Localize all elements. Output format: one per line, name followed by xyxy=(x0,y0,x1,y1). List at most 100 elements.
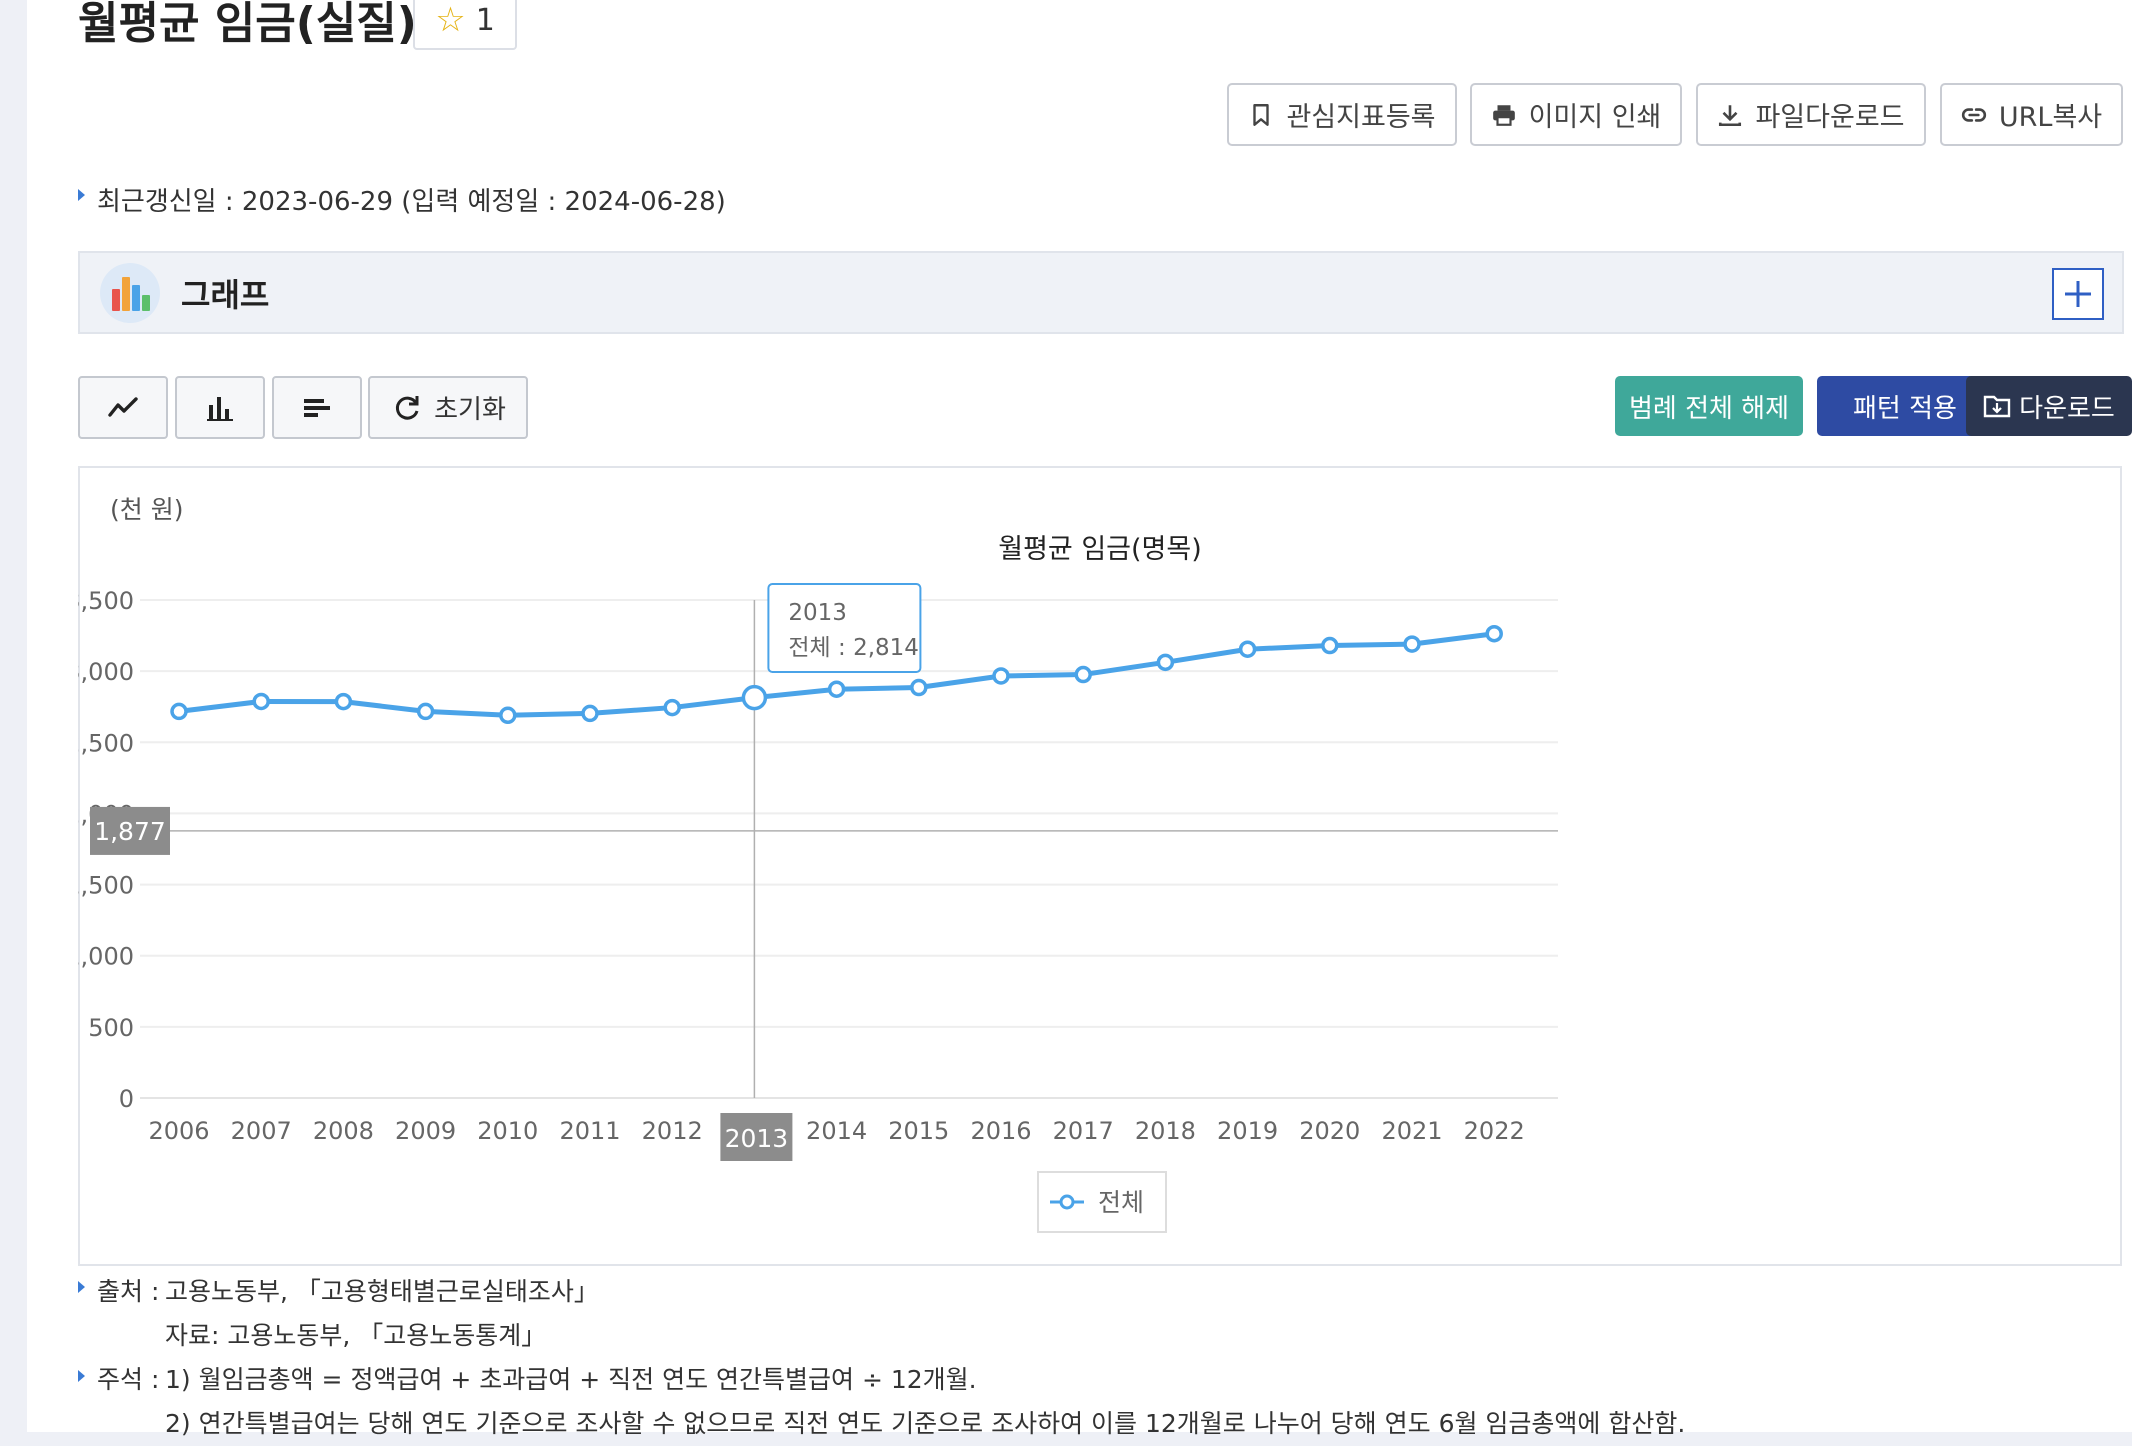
print-image-button[interactable]: 이미지 인쇄 xyxy=(1470,83,1682,146)
x-tick-label: 2009 xyxy=(395,1117,456,1145)
bullet-icon xyxy=(78,1370,85,1382)
y-tick-label: 2,500 xyxy=(78,729,134,757)
data-point xyxy=(1074,665,1092,684)
data-point xyxy=(1403,635,1421,653)
data-point xyxy=(1156,653,1175,672)
bookmark-icon xyxy=(1253,103,1270,126)
data-point xyxy=(416,702,435,721)
bar-chart-button[interactable] xyxy=(175,376,265,439)
data-point xyxy=(1485,624,1503,643)
x-tick-label: 2014 xyxy=(806,1117,867,1145)
highlight-x-label: 2013 xyxy=(725,1124,789,1153)
remark-line-1: 1) 월임금총액 = 정액급여 + 초과급여 + 직전 연도 연간특별급여 ÷ … xyxy=(165,1365,977,1394)
reset-button[interactable]: 초기화 xyxy=(368,376,528,439)
copy-url-label: URL복사 xyxy=(1998,102,2103,133)
highlight-x-box xyxy=(720,1113,793,1161)
register-indicator-button[interactable]: 관심지표등록 xyxy=(1227,83,1457,146)
left-sidebar-strip xyxy=(0,0,27,1446)
horizontal-bar-icon xyxy=(304,398,330,417)
file-download-label: 파일다운로드 xyxy=(1755,102,1905,133)
y-tick-label: 0 xyxy=(119,1085,134,1113)
download-icon xyxy=(1719,104,1742,126)
section-title: 그래프 xyxy=(181,276,270,314)
line-chart: (천 원) 월평균 임금(명목) 05001,0001,5002,0002,50… xyxy=(78,495,1558,1233)
refresh-icon xyxy=(396,395,419,420)
remark-line-2: 2) 연간특별급여는 당해 연도 기준으로 조사할 수 없으므로 직전 연도 기… xyxy=(165,1409,1686,1438)
plus-icon xyxy=(2065,281,2091,307)
y-tick-label: 500 xyxy=(88,1014,134,1042)
apply-pattern-label: 패턴 적용 xyxy=(1853,393,1957,424)
print-image-label: 이미지 인쇄 xyxy=(1528,102,1662,133)
x-tick-label: 2012 xyxy=(642,1117,703,1145)
source-line-1: 고용노동부, 「고용형태별근로실태조사」 xyxy=(165,1277,599,1306)
star-icon: ☆ xyxy=(435,0,466,40)
x-tick-label: 2018 xyxy=(1135,1117,1196,1145)
apply-pattern-button[interactable]: 패턴 적용 xyxy=(1817,376,1993,436)
data-point xyxy=(499,706,517,725)
printer-icon xyxy=(1492,104,1515,126)
data-point xyxy=(827,680,846,698)
x-tick-label: 2015 xyxy=(888,1117,949,1145)
update-date-text: 최근갱신일 : 2023-06-29 (입력 예정일 : 2024-06-28) xyxy=(97,187,726,217)
x-tick-label: 2016 xyxy=(970,1117,1031,1145)
page-title: 월평균 임금(실질) xyxy=(78,0,417,49)
horizontal-bar-button[interactable] xyxy=(272,376,362,439)
legend-point-swatch xyxy=(1059,1194,1075,1210)
x-tick-label: 2022 xyxy=(1464,1117,1525,1145)
reset-label: 초기화 xyxy=(434,395,506,425)
bullet-icon xyxy=(78,1281,85,1293)
favorite-button[interactable]: ☆ 1 xyxy=(413,0,517,50)
y-tick-label: 3,500 xyxy=(78,587,134,615)
chart-download-button[interactable]: 다운로드 xyxy=(1966,376,2132,436)
source-line-2: 자료: 고용노동부, 「고용노동통계」 xyxy=(165,1321,547,1350)
file-download-button[interactable]: 파일다운로드 xyxy=(1696,83,1926,146)
x-tick-label: 2017 xyxy=(1053,1117,1114,1145)
expand-section-button[interactable] xyxy=(2052,268,2104,320)
legend-off-label: 범례 전체 해제 xyxy=(1628,393,1790,424)
x-tick-label: 2007 xyxy=(231,1117,292,1145)
graph-section-header: 그래프 xyxy=(78,251,2124,334)
x-tick-label: 2008 xyxy=(313,1117,374,1145)
tooltip-value: 전체 : 2,814 xyxy=(788,635,919,661)
y-tick-label: 3,000 xyxy=(78,658,134,686)
x-tick-label: 2010 xyxy=(477,1117,538,1145)
chart-download-label: 다운로드 xyxy=(2019,393,2115,424)
favorite-count: 1 xyxy=(475,2,495,38)
tooltip-year: 2013 xyxy=(788,600,847,626)
y-tick-label: 1,500 xyxy=(78,872,134,900)
data-point xyxy=(1238,640,1257,658)
legend-off-button[interactable]: 범례 전체 해제 xyxy=(1615,376,1803,436)
copy-url-button[interactable]: URL복사 xyxy=(1940,83,2123,146)
data-point xyxy=(170,702,188,721)
x-tick-label: 2021 xyxy=(1381,1117,1442,1145)
data-point xyxy=(334,692,353,711)
line-chart-icon xyxy=(108,396,138,417)
data-point xyxy=(910,678,928,697)
legend-label-total: 전체 xyxy=(1098,1188,1144,1217)
bar-chart-icon xyxy=(100,263,160,323)
link-icon xyxy=(1961,107,1986,122)
data-point xyxy=(252,692,270,711)
data-point xyxy=(1321,636,1339,655)
folder-download-icon xyxy=(1983,395,2011,418)
bar-chart-type-icon xyxy=(207,396,233,421)
x-tick-label: 2020 xyxy=(1299,1117,1360,1145)
crosshair-y-value-label: 1,877 xyxy=(94,817,166,846)
source-label: 출처 : xyxy=(97,1277,160,1306)
y-tick-label: 1,000 xyxy=(78,943,134,971)
unit-label: (천 원) xyxy=(110,495,183,524)
data-point xyxy=(663,698,681,717)
register-indicator-label: 관심지표등록 xyxy=(1286,102,1436,133)
x-tick-label: 2006 xyxy=(148,1117,209,1145)
line-chart-button[interactable] xyxy=(78,376,168,439)
tooltip-box xyxy=(767,583,922,673)
x-tick-label: 2011 xyxy=(559,1117,620,1145)
x-tick-label: 2019 xyxy=(1217,1117,1278,1145)
data-point xyxy=(992,667,1010,685)
remark-label: 주석 : xyxy=(97,1365,160,1394)
crosshair-y-value-box xyxy=(90,806,170,855)
data-point xyxy=(581,704,599,723)
chart-title: 월평균 임금(명목) xyxy=(998,534,1202,565)
bottom-strip xyxy=(27,1432,2132,1446)
bullet-icon xyxy=(78,189,85,201)
